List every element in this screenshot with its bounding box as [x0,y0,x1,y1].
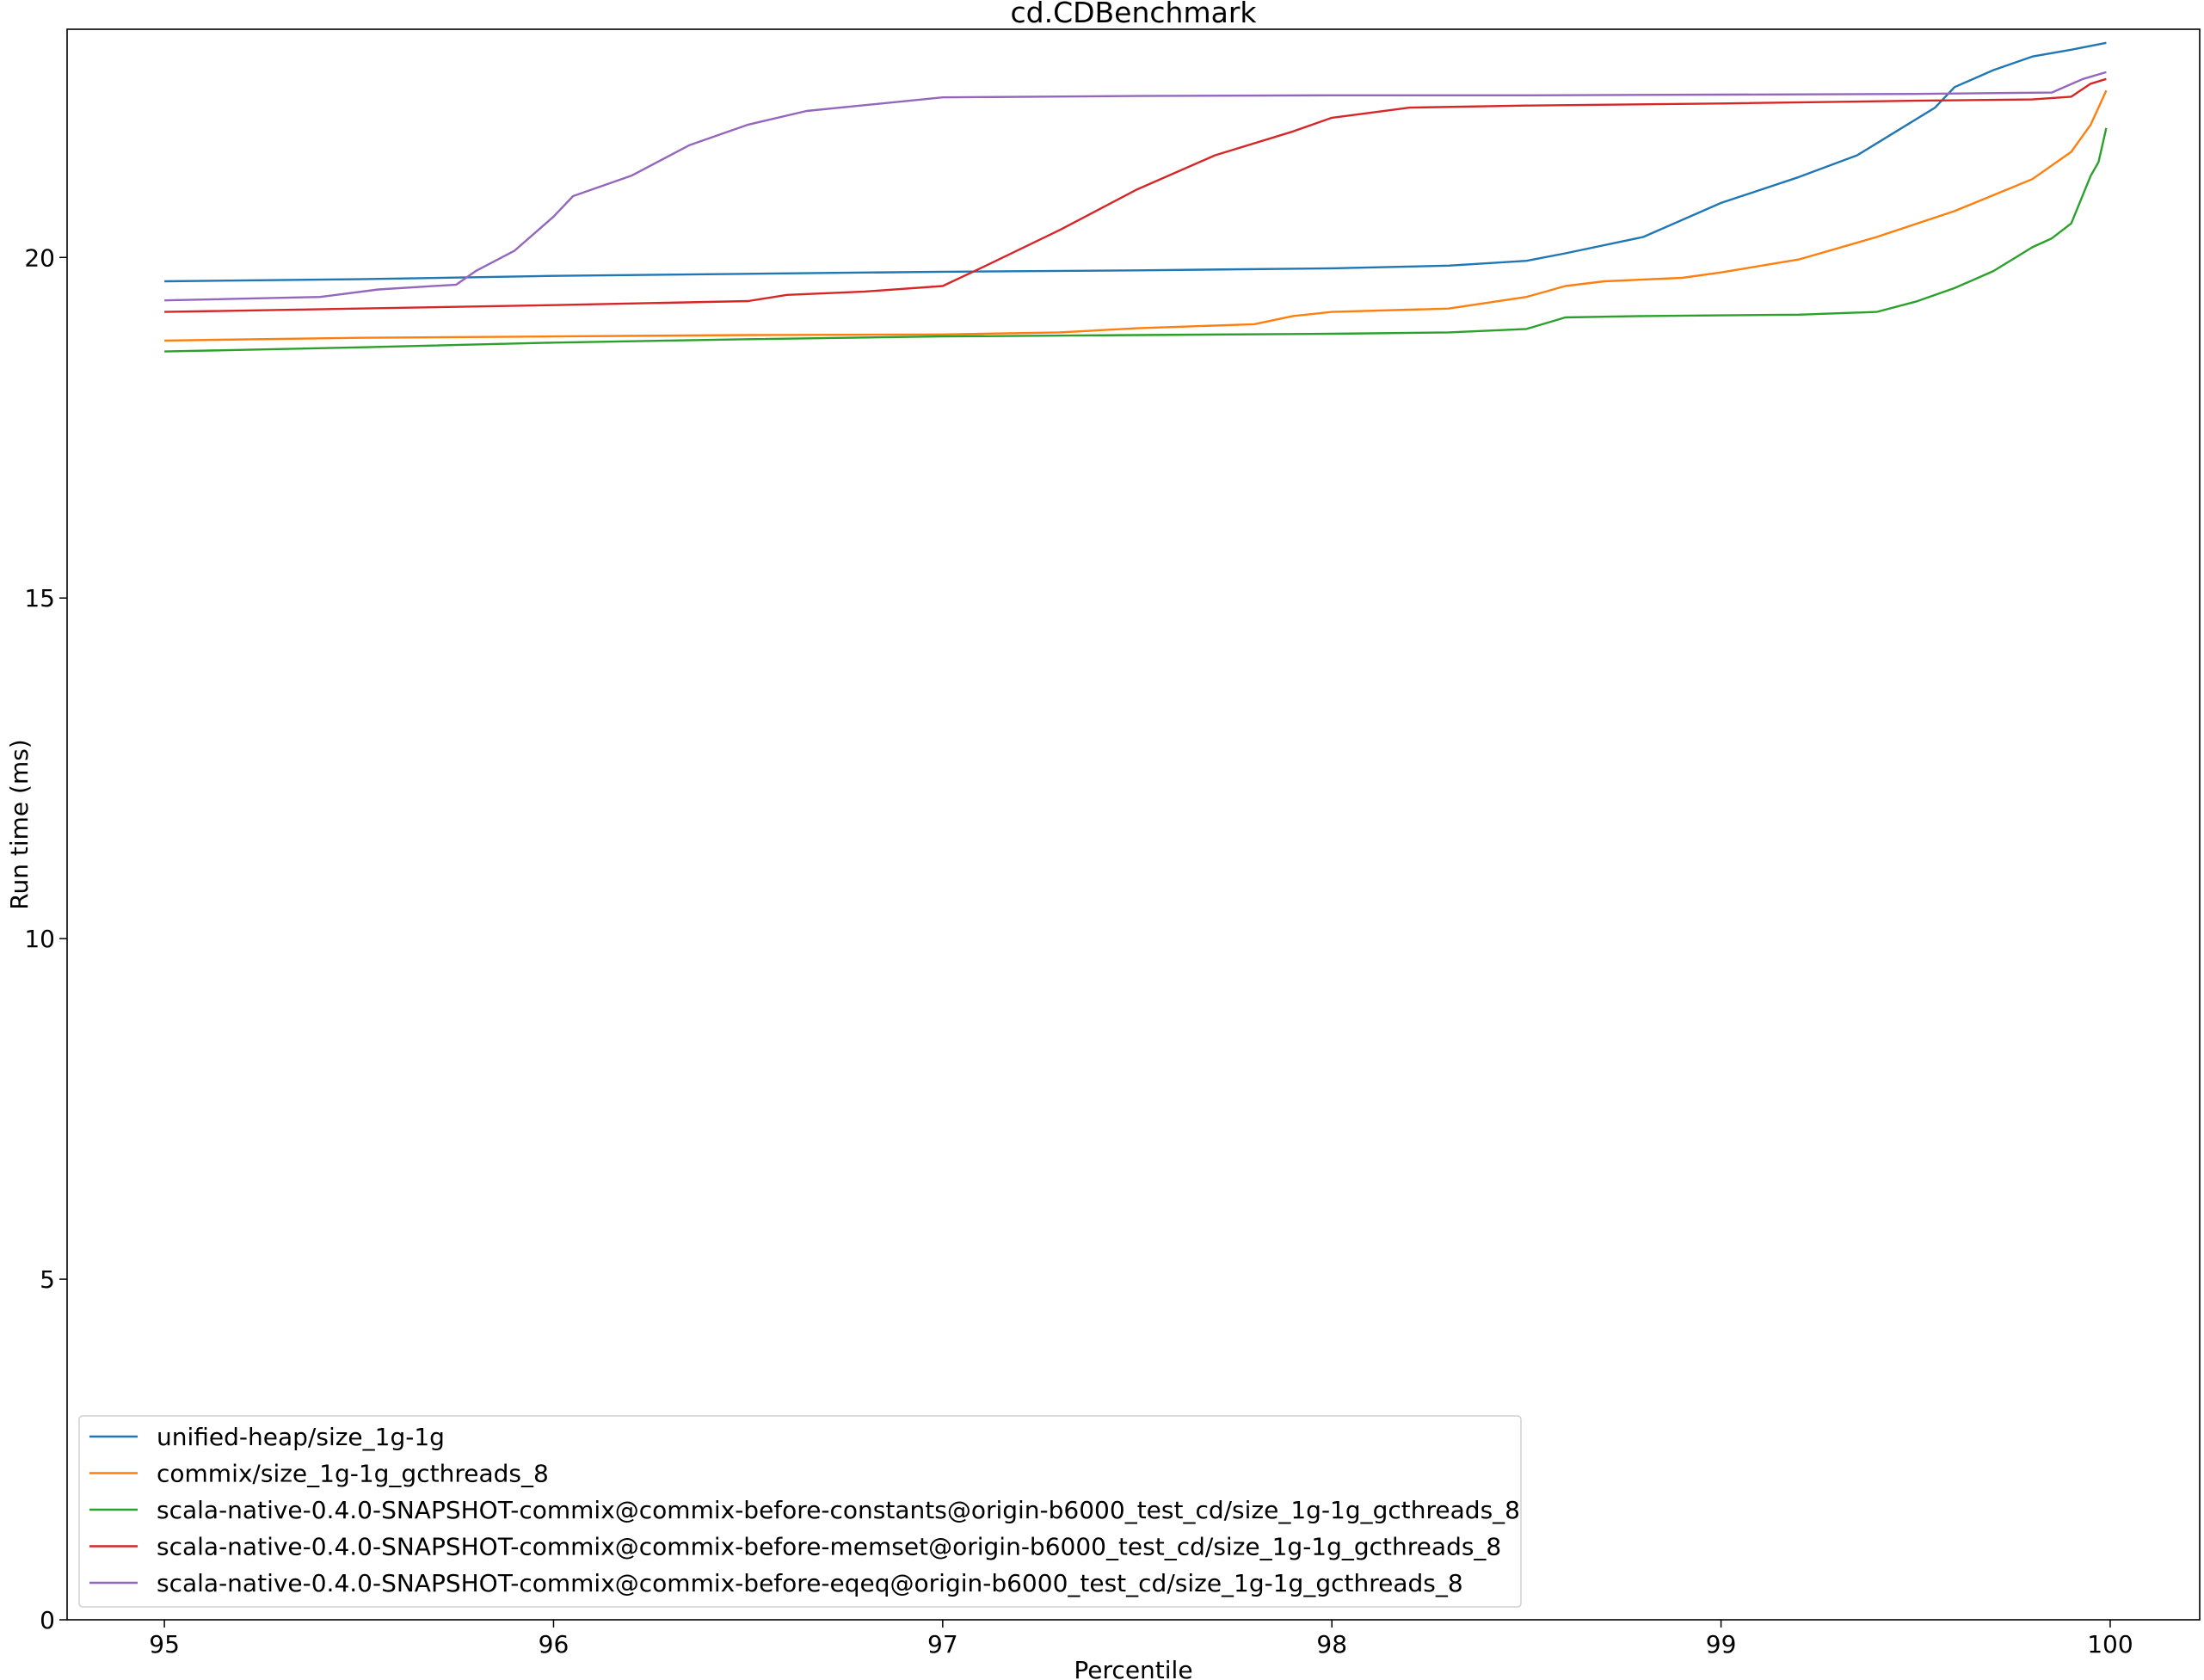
series-line-5 [164,71,2107,302]
legend: unified-heap/size_1g-1g commix/size_1g-1g… [78,1415,1522,1608]
y-tick-label: 15 [24,584,55,612]
series-line-2 [164,89,2108,342]
x-tick-label: 100 [2087,1630,2133,1658]
legend-label-2: commix/size_1g-1g_gcthreads_8 [157,1460,549,1488]
chart-title: cd.CDBenchmark [1011,0,1258,29]
x-tick-label: 95 [149,1630,180,1658]
series-line-4 [164,77,2107,313]
y-tick-label: 0 [40,1606,55,1634]
y-axis-label: Run time (ms) [5,739,34,909]
series-line-1 [164,41,2107,283]
x-axis: 95 96 97 98 99 100 [149,1620,2133,1658]
x-tick-label: 96 [539,1630,569,1658]
legend-box [78,1415,1522,1608]
legend-label-4: scala-native-0.4.0-SNAPSHOT-commix@commi… [157,1533,1501,1561]
legend-label-3: scala-native-0.4.0-SNAPSHOT-commix@commi… [157,1496,1520,1524]
x-axis-label: Percentile [1074,1656,1192,1680]
plot-frame [66,28,2201,1621]
x-tick-label: 99 [1706,1630,1737,1658]
y-tick-label: 10 [24,925,55,953]
x-tick-label: 98 [1316,1630,1347,1658]
plot-lines [164,41,2108,353]
y-axis: 0 5 10 15 20 [24,243,67,1634]
legend-label-1: unified-heap/size_1g-1g [157,1423,445,1451]
x-tick-label: 97 [927,1630,958,1658]
y-tick-label: 20 [24,243,55,272]
y-tick-label: 5 [40,1265,55,1294]
legend-label-5: scala-native-0.4.0-SNAPSHOT-commix@commi… [157,1569,1463,1597]
series-line-3 [164,127,2108,353]
